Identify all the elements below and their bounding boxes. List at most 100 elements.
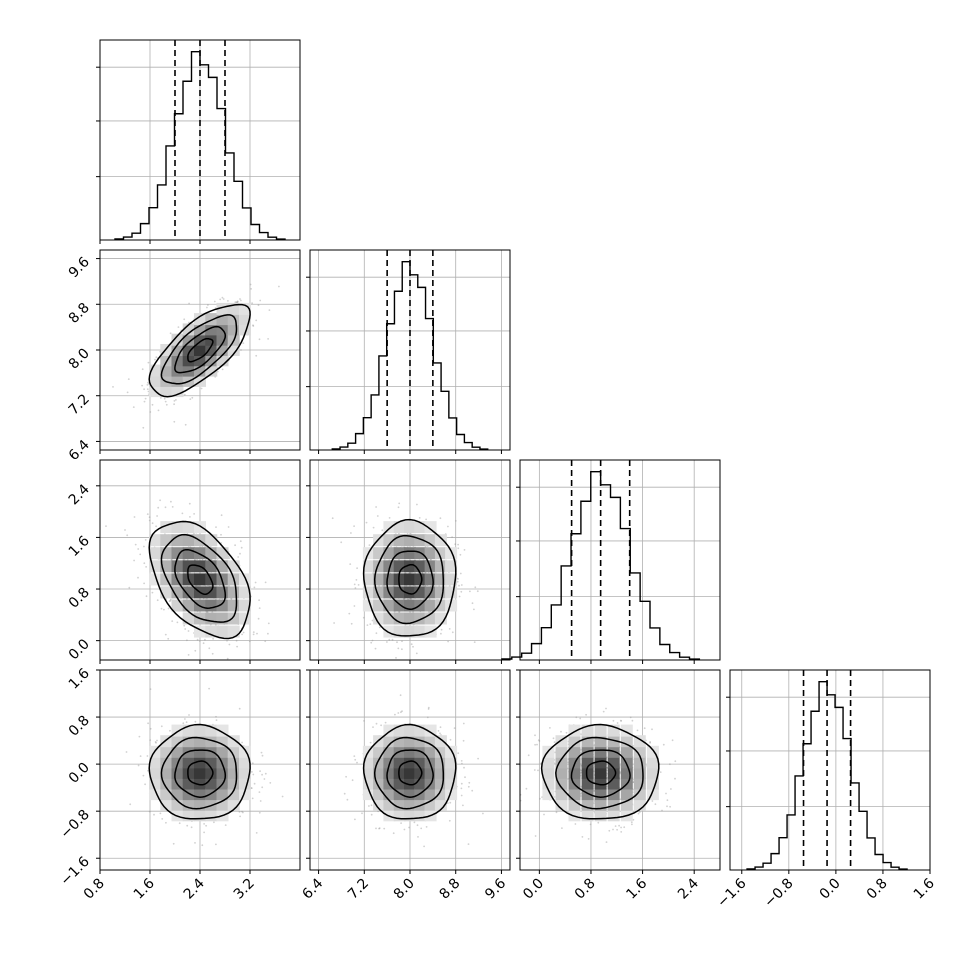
scatter-point	[259, 800, 262, 802]
scatter-point	[439, 517, 442, 520]
scatter-point	[155, 356, 158, 359]
scatter-point	[467, 785, 470, 788]
scatter-point	[163, 608, 165, 611]
scatter-point	[242, 631, 245, 634]
density-cell	[434, 534, 447, 547]
scatter-point	[147, 722, 150, 725]
density-cell	[404, 560, 416, 573]
scatter-point	[460, 584, 463, 586]
scatter-point	[674, 760, 677, 763]
scatter-point	[612, 828, 614, 831]
density-cell	[404, 521, 416, 534]
scatter-point	[451, 631, 454, 634]
density-cell	[182, 586, 195, 599]
scatter-point	[612, 719, 615, 722]
density-cell	[205, 560, 218, 573]
scatter-point	[384, 721, 387, 724]
y-tick-label: 6.4	[66, 437, 93, 464]
scatter-point	[345, 775, 347, 778]
scatter-point	[160, 607, 163, 610]
density-cell	[227, 777, 240, 790]
scatter-point	[651, 728, 653, 731]
density-cell	[194, 547, 206, 560]
scatter-point	[164, 506, 167, 509]
scatter-point	[219, 298, 222, 301]
scatter-point	[185, 721, 188, 724]
density-cell	[383, 521, 396, 534]
scatter-point	[132, 406, 135, 408]
scatter-point	[171, 506, 174, 508]
scatter-point	[439, 732, 441, 735]
scatter-point	[187, 654, 190, 656]
density-cell	[194, 573, 206, 586]
scatter-point	[560, 730, 562, 733]
scatter-point	[236, 300, 239, 303]
scatter-point	[235, 301, 238, 304]
scatter-point	[674, 777, 676, 780]
density-cell	[227, 344, 240, 356]
scatter-point	[460, 760, 463, 762]
scatter-point	[659, 771, 662, 773]
density-cell	[171, 364, 184, 377]
scatter-point	[525, 787, 528, 790]
scatter-point	[537, 769, 539, 772]
density-cell	[383, 573, 396, 586]
scatter-point	[651, 800, 654, 802]
scatter-point	[370, 641, 373, 644]
density-cell	[414, 809, 427, 822]
density-cell	[205, 809, 218, 822]
density-cell	[383, 612, 396, 625]
scatter-point	[242, 342, 245, 344]
density-cell	[227, 599, 240, 612]
scatter-point	[157, 506, 160, 509]
scatter-point	[457, 752, 460, 755]
scatter-point	[268, 309, 271, 311]
scatter-point	[440, 628, 443, 631]
density-cell	[205, 534, 218, 547]
density-cell	[216, 735, 229, 748]
scatter-point	[665, 792, 667, 795]
scatter-point	[182, 558, 185, 561]
scatter-point	[605, 707, 607, 710]
scatter-point	[375, 506, 377, 508]
scatter-point	[169, 599, 172, 602]
scatter-point	[142, 774, 145, 777]
scatter-point	[462, 739, 465, 742]
density-cell	[194, 354, 206, 367]
density-cell	[414, 573, 427, 586]
scatter-point	[204, 638, 206, 641]
scatter-point	[227, 526, 230, 528]
density-cell	[620, 745, 633, 758]
scatter-point	[241, 633, 244, 636]
scatter-point	[412, 611, 414, 613]
scatter-point	[333, 622, 335, 624]
scatter-point	[375, 722, 378, 725]
scatter-point	[413, 821, 416, 824]
scatter-point	[251, 302, 254, 305]
density-cell	[424, 534, 437, 547]
scatter-point	[424, 585, 427, 587]
scatter-point	[464, 776, 466, 779]
scatter-point	[241, 741, 244, 744]
scatter-point	[402, 598, 405, 600]
scatter-point	[147, 390, 150, 393]
density-cell	[362, 560, 375, 573]
scatter-point	[165, 403, 168, 406]
scatter-point	[585, 713, 587, 716]
scatter-point	[462, 804, 464, 807]
scatter-point	[259, 770, 261, 772]
scatter-point	[376, 515, 379, 517]
scatter-point	[437, 730, 440, 732]
scatter-point	[173, 403, 176, 406]
scatter-point	[154, 741, 157, 743]
scatter-point	[649, 741, 651, 743]
density-cell	[434, 560, 447, 573]
scatter-point	[146, 388, 149, 391]
scatter-point	[208, 647, 211, 650]
scatter-point	[138, 735, 141, 738]
contour-2	[148, 303, 251, 398]
scatter-point	[175, 399, 177, 401]
scatter-point	[258, 338, 261, 341]
density-cell	[205, 547, 218, 560]
scatter-point	[240, 299, 242, 302]
